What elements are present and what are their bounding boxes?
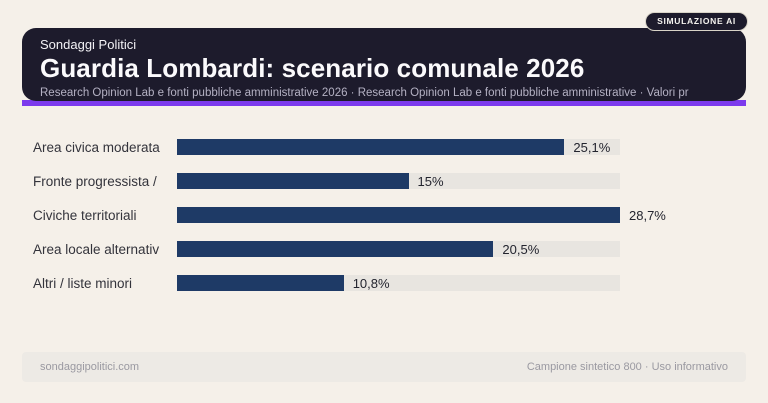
value-label: 25,1% [573, 139, 611, 155]
footer: sondaggipolitici.com Campione sintetico … [22, 352, 746, 382]
header-card: Sondaggi Politici Guardia Lombardi: scen… [22, 28, 746, 101]
value-label: 15% [417, 173, 444, 189]
chart-row: Area civica moderata 25,1% [33, 130, 733, 164]
bar-fill [177, 139, 565, 155]
brand-label: Sondaggi Politici [40, 37, 137, 52]
bar-track: 10,8% [177, 275, 620, 291]
category-label: Area locale alternativ [33, 241, 160, 257]
bar-fill [177, 241, 494, 257]
chart-row: Area locale alternativ 20,5% [33, 232, 733, 266]
value-label: 20,5% [502, 241, 540, 257]
page-subtitle: Research Opinion Lab e fonti pubbliche a… [40, 86, 689, 99]
chart-row: Fronte progressista / 15% [33, 164, 733, 198]
bar-track: 15% [177, 173, 620, 189]
category-label: Altri / liste minori [33, 275, 133, 291]
bar-fill [177, 173, 409, 189]
value-label: 28,7% [629, 207, 666, 223]
simulation-badge: SIMULAZIONE AI [645, 12, 748, 31]
chart-row: Altri / liste minori 10,8% [33, 266, 733, 300]
category-label: Fronte progressista / [33, 173, 157, 189]
bar-track: 28,7% [177, 207, 666, 223]
page-title: Guardia Lombardi: scenario comunale 2026 [40, 53, 585, 83]
bar-track: 25,1% [177, 139, 620, 155]
footer-source: sondaggipolitici.com [40, 361, 140, 373]
value-label: 10,8% [352, 275, 390, 291]
accent-underline [22, 100, 746, 106]
category-label: Area civica moderata [33, 139, 160, 155]
bar-fill [177, 275, 344, 291]
bar-fill [177, 207, 620, 223]
footer-note: Campione sintetico 800 · Uso informativo [526, 361, 728, 373]
bar-track: 20,5% [177, 241, 620, 257]
chart-row: Civiche territoriali 28,7% [33, 198, 733, 232]
bar-chart: Area civica moderata 25,1% Fronte progre… [33, 130, 733, 300]
category-label: Civiche territoriali [33, 207, 137, 223]
